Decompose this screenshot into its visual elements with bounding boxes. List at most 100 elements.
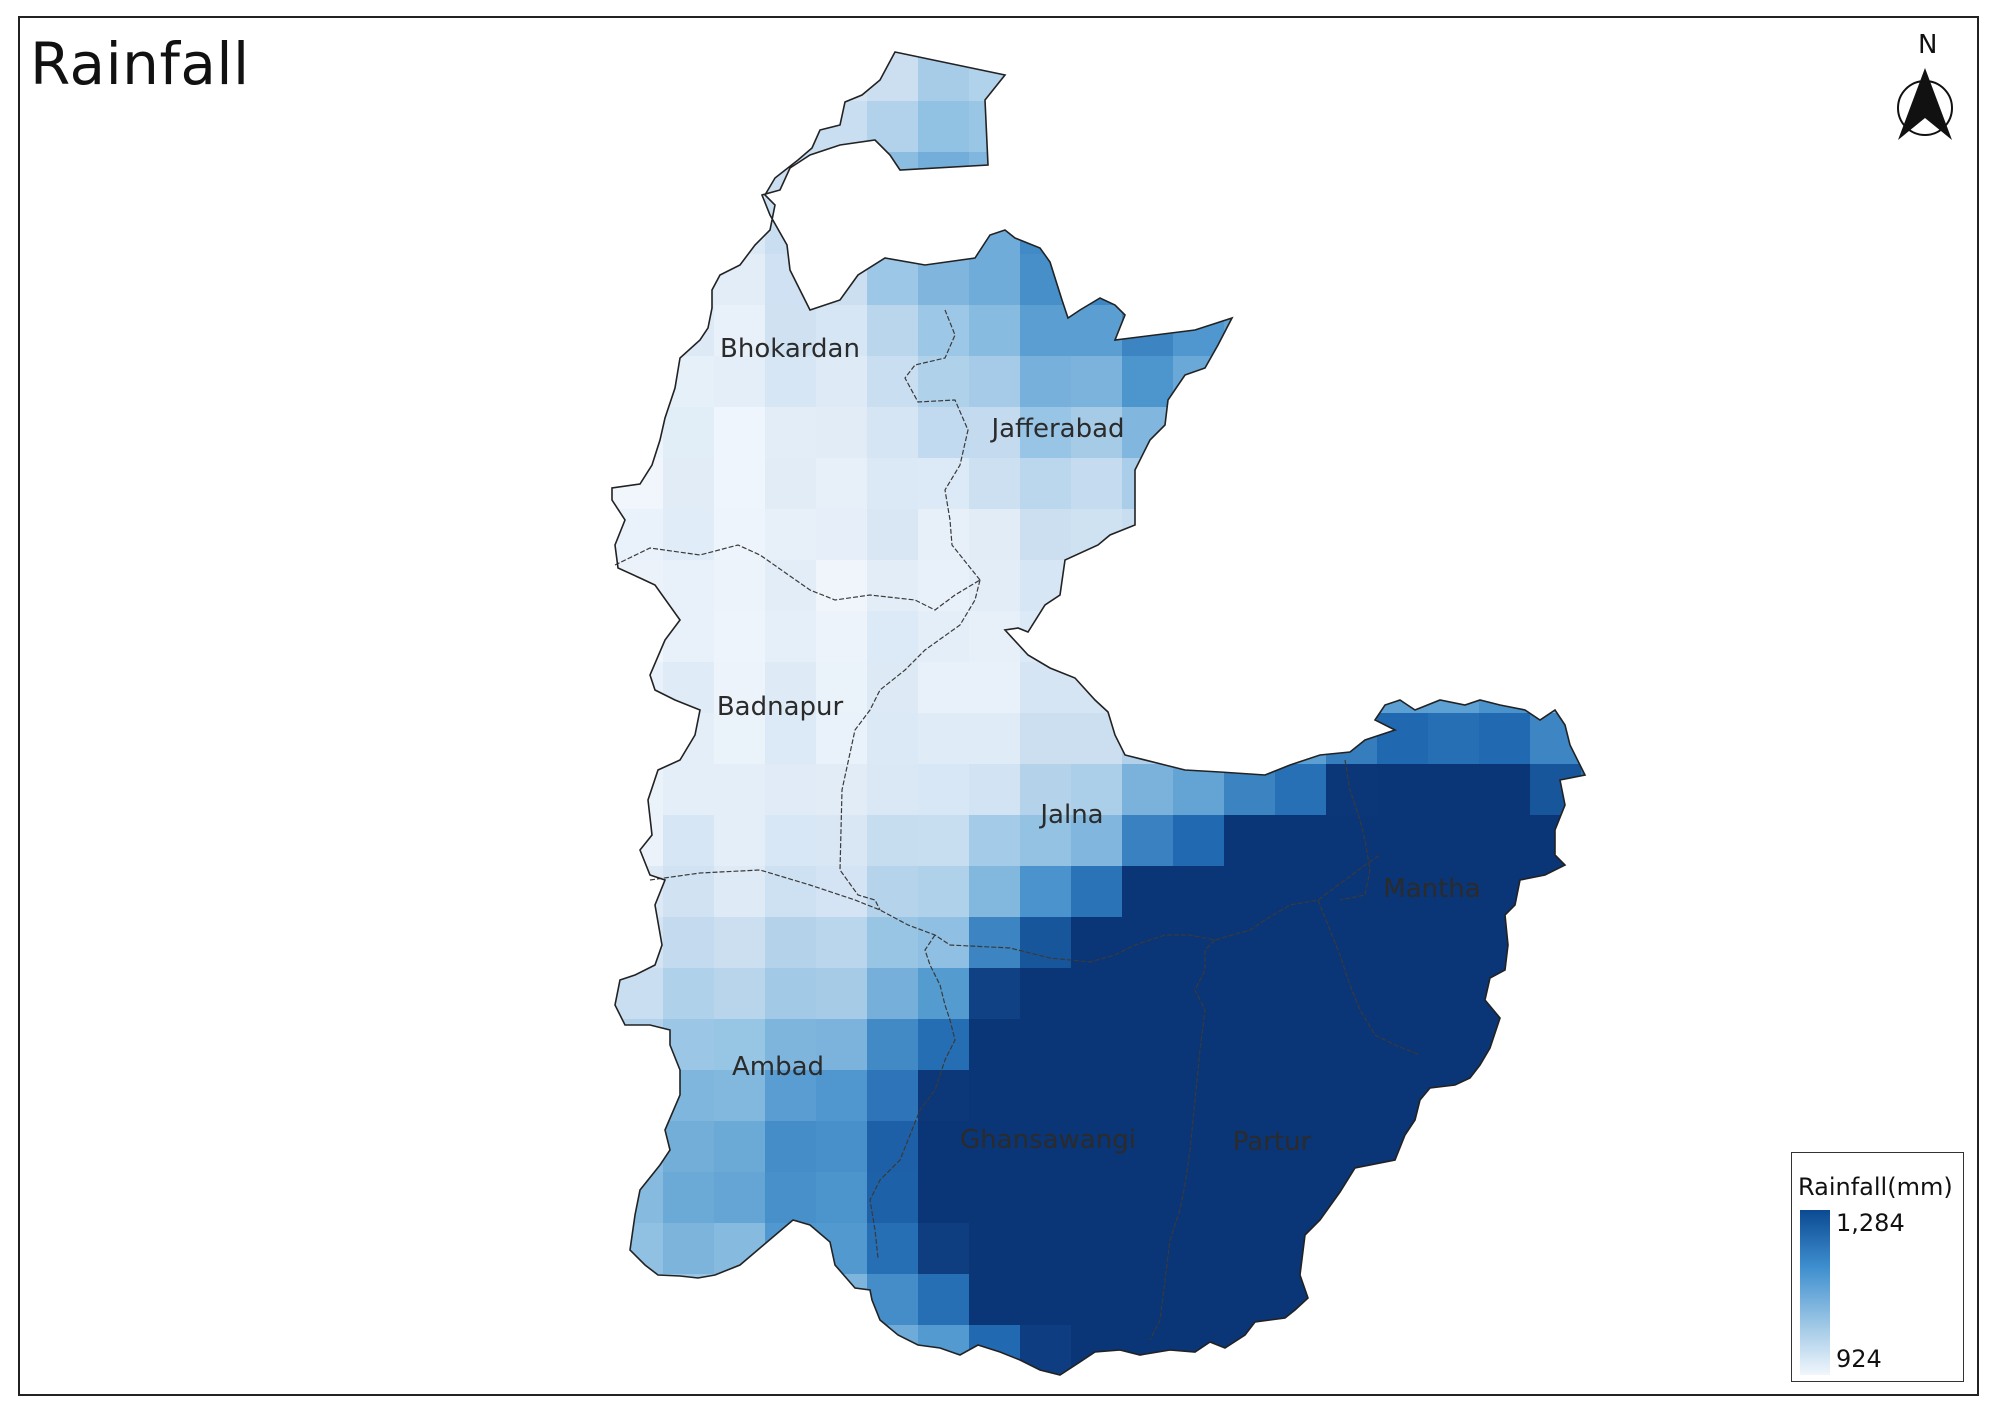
raster-cell <box>1428 662 1480 714</box>
raster-cell <box>867 1223 919 1275</box>
raster-cell <box>663 509 715 561</box>
raster-cell <box>663 152 715 204</box>
raster-cell <box>765 1121 817 1173</box>
raster-cell <box>1122 764 1174 816</box>
raster-cell <box>1224 101 1276 153</box>
raster-cell <box>867 1121 919 1173</box>
raster-cell <box>1020 152 1072 204</box>
raster-cell <box>1326 611 1378 663</box>
place-label-ghansawangi: Ghansawangi <box>960 1125 1136 1155</box>
raster-cell <box>918 713 970 765</box>
raster-cell <box>867 713 919 765</box>
raster-cell <box>663 866 715 918</box>
raster-cell <box>816 1121 868 1173</box>
raster-cell <box>714 662 766 714</box>
raster-cell <box>1479 1274 1531 1326</box>
raster-cell <box>918 968 970 1020</box>
raster-cell <box>1275 254 1327 306</box>
raster-cell <box>765 815 817 867</box>
raster-cell <box>969 1121 1021 1173</box>
raster-cell <box>1377 1121 1429 1173</box>
raster-cell <box>816 1274 868 1326</box>
raster-cell <box>1428 305 1480 357</box>
raster-cell <box>765 1223 817 1275</box>
raster-cell <box>1020 203 1072 255</box>
raster-cell <box>1428 1121 1480 1173</box>
raster-cell <box>867 509 919 561</box>
raster-cell <box>1275 509 1327 561</box>
raster-cell <box>1377 917 1429 969</box>
raster-cell <box>714 407 766 459</box>
raster-cell <box>1122 560 1174 612</box>
raster-cell <box>1326 254 1378 306</box>
raster-cell <box>1428 815 1480 867</box>
raster-cell <box>1479 101 1531 153</box>
raster-cell <box>612 713 664 765</box>
raster-cell <box>1275 866 1327 918</box>
raster-cell <box>1275 917 1327 969</box>
raster-cell <box>1479 1376 1531 1414</box>
raster-cell <box>714 203 766 255</box>
raster-cell <box>918 560 970 612</box>
raster-cell <box>1326 305 1378 357</box>
raster-cell <box>1173 101 1225 153</box>
raster-cell <box>1020 52 1072 102</box>
raster-cell <box>1122 458 1174 510</box>
raster-cell <box>663 764 715 816</box>
raster-cell <box>1581 1325 1585 1375</box>
raster-cell <box>1020 407 1072 459</box>
raster-cell <box>1071 203 1123 255</box>
raster-cell <box>765 611 817 663</box>
raster-cell <box>969 713 1021 765</box>
raster-cell <box>1071 458 1123 510</box>
raster-cell <box>1224 662 1276 714</box>
raster-cell <box>1479 1223 1531 1275</box>
raster-cell <box>1173 458 1225 510</box>
raster-cell <box>1581 305 1585 357</box>
raster-cell <box>816 1172 868 1224</box>
raster-cell <box>1071 1223 1123 1275</box>
raster-cell <box>1173 1274 1225 1326</box>
raster-cell <box>1020 1121 1072 1173</box>
raster-cell <box>1122 815 1174 867</box>
raster-cell <box>765 101 817 153</box>
raster-cell <box>1581 866 1585 918</box>
raster-cell <box>612 662 664 714</box>
raster-cell <box>1581 1172 1585 1224</box>
raster-cell <box>1326 866 1378 918</box>
raster-cell <box>969 101 1021 153</box>
raster-cell <box>969 1376 1021 1414</box>
raster-cell <box>1224 305 1276 357</box>
raster-cell <box>765 968 817 1020</box>
raster-cell <box>1479 1172 1531 1224</box>
raster-cell <box>1428 356 1480 408</box>
raster-cell <box>1581 152 1585 204</box>
raster-cell <box>1020 1172 1072 1224</box>
raster-cell <box>765 866 817 918</box>
raster-cell <box>867 203 919 255</box>
north-arrow-icon <box>1897 68 1953 140</box>
raster-cell <box>765 1019 817 1071</box>
raster-cell <box>1173 764 1225 816</box>
raster-cell <box>969 152 1021 204</box>
raster-cell <box>867 560 919 612</box>
raster-cell <box>1173 407 1225 459</box>
raster-cell <box>867 968 919 1020</box>
place-label-partur: Partur <box>1233 1127 1312 1157</box>
raster-cell <box>1479 305 1531 357</box>
raster-cell <box>1224 968 1276 1020</box>
raster-cell <box>765 662 817 714</box>
raster-cell <box>969 52 1021 102</box>
raster-cell <box>1122 917 1174 969</box>
raster-cell <box>1020 662 1072 714</box>
raster-cell <box>969 1172 1021 1224</box>
raster-cell <box>1071 101 1123 153</box>
raster-cell <box>1326 101 1378 153</box>
raster-cell <box>1326 1376 1378 1414</box>
raster-cell <box>663 407 715 459</box>
north-label: N <box>1918 30 1938 60</box>
raster-cell <box>1122 1376 1174 1414</box>
raster-cell <box>1071 611 1123 663</box>
raster-cell <box>1428 560 1480 612</box>
raster-cell <box>1224 254 1276 306</box>
